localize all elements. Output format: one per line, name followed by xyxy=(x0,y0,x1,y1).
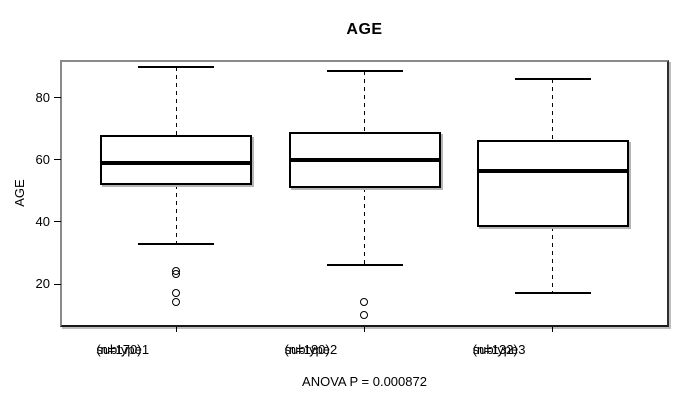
upper-whisker-cap xyxy=(514,78,591,81)
outlier-point xyxy=(172,298,181,307)
upper-whisker-line xyxy=(175,66,178,135)
iqr-box xyxy=(100,134,253,185)
anova-annotation: ANOVA P = 0.000872 xyxy=(302,374,427,389)
median-line xyxy=(100,160,253,165)
y-tick-label: 20 xyxy=(35,276,50,292)
category-name: subtype3 xyxy=(472,342,526,357)
y-tick-label: 60 xyxy=(35,151,50,167)
y-tick-label: 80 xyxy=(35,89,50,105)
y-tick xyxy=(54,221,61,223)
upper-whisker-cap xyxy=(138,65,215,68)
category-count: (n=132) xyxy=(472,342,518,357)
upper-whisker-cap xyxy=(326,70,403,73)
chart-title: AGE xyxy=(346,21,383,38)
iqr-box xyxy=(476,139,629,227)
category-count: (n=180) xyxy=(284,342,330,357)
x-tick xyxy=(175,327,177,332)
outlier-point xyxy=(172,289,181,298)
y-tick xyxy=(54,159,61,161)
lower-whisker-line xyxy=(175,184,178,244)
category-name: subtype1 xyxy=(96,342,150,357)
lower-whisker-cap xyxy=(326,264,403,267)
lower-whisker-line xyxy=(363,187,366,266)
lower-whisker-line xyxy=(551,226,554,294)
category-count: (n=170) xyxy=(96,342,142,357)
median-line xyxy=(476,168,629,173)
upper-whisker-line xyxy=(551,79,554,140)
lower-whisker-cap xyxy=(138,242,215,245)
x-tick xyxy=(364,327,365,332)
median-line xyxy=(288,157,441,162)
y-tick xyxy=(54,97,61,99)
upper-whisker-line xyxy=(363,71,366,132)
x-tick xyxy=(552,327,554,332)
outlier-point xyxy=(172,270,181,279)
y-tick-label: 40 xyxy=(35,213,50,229)
y-tick xyxy=(54,283,61,285)
outlier-point xyxy=(360,310,369,319)
outlier-point xyxy=(360,298,369,307)
category-name: subtype2 xyxy=(284,342,338,357)
lower-whisker-cap xyxy=(514,292,591,295)
